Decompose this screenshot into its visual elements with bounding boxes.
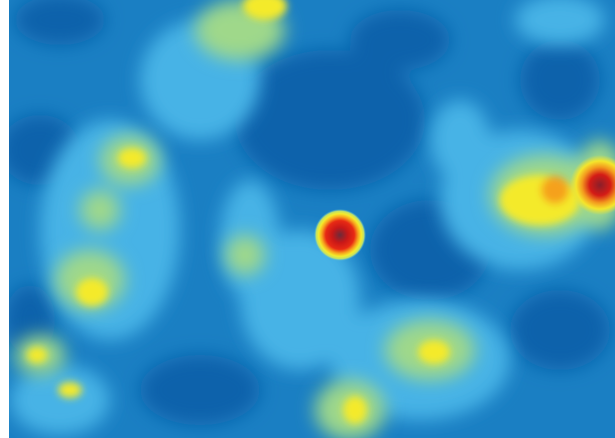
edge-hotspot bbox=[570, 155, 615, 215]
central-hotspot bbox=[314, 209, 366, 261]
left-margin bbox=[0, 0, 9, 438]
yellow-spots bbox=[27, 0, 580, 424]
